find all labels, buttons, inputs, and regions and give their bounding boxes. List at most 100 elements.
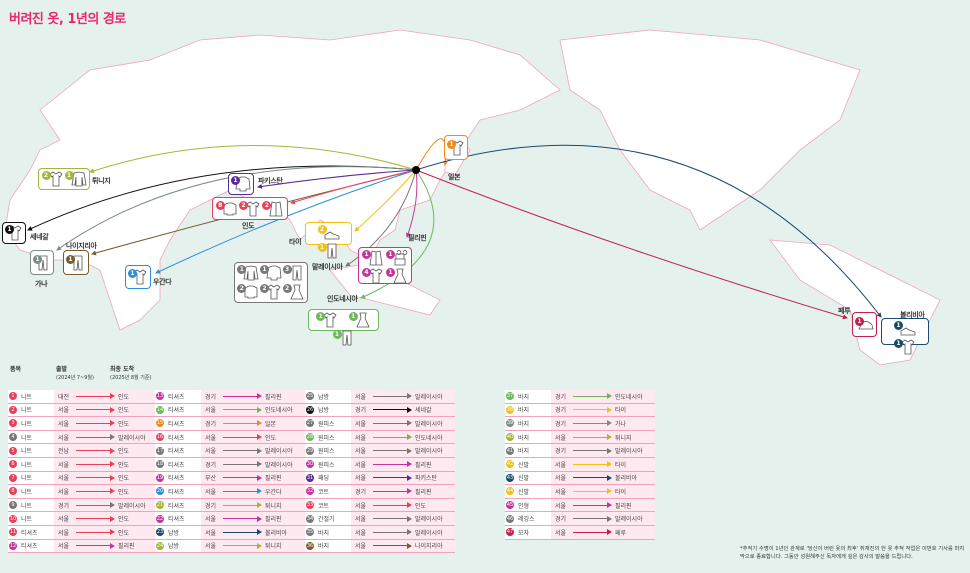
destination-label-thailand: 타이 bbox=[289, 238, 302, 246]
table-row: 25 남방 서울 말레이시아 bbox=[305, 390, 455, 404]
knit-icon bbox=[223, 202, 237, 215]
item-name: 신발 bbox=[518, 461, 530, 469]
table-row: 39 바지 경기 가나 bbox=[505, 417, 655, 431]
shoe-icon bbox=[324, 231, 339, 240]
count-badge: 8 bbox=[215, 200, 225, 210]
footnote: *추적기 수명이 1년인 관계로 '당신이 버린 옷의 최후' 취재진의 헌 옷… bbox=[740, 546, 965, 560]
north-america bbox=[559, 29, 861, 231]
pants-icon bbox=[73, 255, 83, 270]
arrow-icon bbox=[76, 447, 115, 454]
table-row: 15 티셔츠 경기 일본 bbox=[155, 417, 305, 431]
item-name: 티셔츠 bbox=[168, 475, 185, 483]
clothing-item: 1 bbox=[386, 267, 408, 285]
destination-country: 인도 bbox=[118, 475, 130, 483]
count-badge: 1 bbox=[231, 176, 240, 185]
arrow-icon bbox=[573, 393, 612, 400]
count-badge: 2 bbox=[237, 283, 247, 293]
clothing-item: 1 bbox=[231, 175, 251, 193]
destination-country: 가나 bbox=[615, 420, 627, 428]
route-philippines bbox=[405, 169, 418, 238]
padding-icon bbox=[266, 265, 282, 281]
destination-country: 인도 bbox=[118, 448, 130, 456]
table-row: 17 티셔츠 서울 말레이시아 bbox=[155, 444, 305, 458]
item-number: 45 bbox=[506, 501, 514, 510]
item-name: 티셔츠 bbox=[168, 488, 185, 496]
clothing-item: 1 bbox=[332, 329, 355, 347]
item-number: 1 bbox=[9, 392, 17, 401]
destination-country: 말레이시아 bbox=[118, 434, 146, 442]
item-number: 39 bbox=[506, 419, 514, 428]
destination-box-pakistan: 1 bbox=[228, 173, 254, 195]
route-bolivia bbox=[415, 144, 882, 318]
destination-label-pakistan: 파키스탄 bbox=[258, 177, 283, 185]
item-number: 42 bbox=[506, 460, 514, 469]
from-city: 서울 bbox=[58, 420, 70, 428]
destination-country: 타이 bbox=[615, 461, 627, 469]
arrow-icon bbox=[76, 502, 115, 509]
count-badge: 1 bbox=[362, 250, 371, 259]
item-name: 바지 bbox=[518, 434, 530, 442]
item-name: 신발 bbox=[518, 475, 530, 483]
destination-country: 페루 bbox=[615, 529, 627, 537]
clothing-item: 2 bbox=[282, 283, 305, 301]
from-city: 경기 bbox=[205, 502, 217, 510]
item-number: 18 bbox=[156, 460, 164, 469]
item-number: 26 bbox=[306, 405, 314, 414]
arrow-icon bbox=[76, 488, 115, 495]
destination-country: 인도 bbox=[118, 488, 130, 496]
table-row: 18 티셔츠 경기 말레이시아 bbox=[155, 457, 305, 472]
item-number: 43 bbox=[506, 473, 514, 482]
destination-country: 볼리비아 bbox=[615, 475, 638, 483]
arrow-icon bbox=[76, 542, 115, 549]
from-city: 경기 bbox=[58, 502, 70, 510]
table-column: 1 니트 대전 인도 2 니트 서울 인도 3 니트 서울 인도 4 니트 서울 말레이시아 5 니트 전남 인도 6 니… bbox=[8, 390, 158, 554]
destination-country: 세네갈 bbox=[415, 407, 432, 415]
destination-country: 인도 bbox=[265, 434, 277, 442]
from-city: 경기 bbox=[205, 420, 217, 428]
arrow-icon bbox=[223, 542, 262, 549]
destination-country: 타이 bbox=[615, 488, 627, 496]
from-city: 경기 bbox=[355, 407, 367, 415]
destination-country: 필리핀 bbox=[118, 543, 135, 551]
destination-country: 인도 bbox=[118, 461, 130, 469]
table-row: 38 바지 경기 타이 bbox=[505, 403, 655, 418]
destination-country: 인도 bbox=[118, 529, 130, 537]
table-row: 4 니트 서울 말레이시아 bbox=[8, 430, 158, 445]
item-number: 12 bbox=[9, 541, 17, 550]
destination-country: 타이 bbox=[615, 407, 627, 415]
table-row: 30 원피스 서울 필리핀 bbox=[305, 457, 455, 472]
from-city: 서울 bbox=[555, 475, 567, 483]
count-badge: 1 bbox=[447, 139, 456, 149]
destination-country: 우간다 bbox=[265, 488, 282, 496]
tshirt-icon bbox=[267, 284, 281, 300]
table-row: 21 티셔츠 경기 튀니지 bbox=[155, 498, 305, 513]
table-row: 22 티셔츠 서울 필리핀 bbox=[155, 512, 305, 526]
eurasia-africa bbox=[4, 29, 561, 331]
pants-icon bbox=[327, 243, 336, 259]
table-row: 41 바지 경기 말레이시아 bbox=[505, 444, 655, 458]
table-row: 33 코트 서울 인도 bbox=[305, 498, 455, 513]
table-row: 12 티셔츠 서울 필리핀 bbox=[8, 539, 158, 554]
arrow-icon bbox=[223, 393, 262, 400]
destination-country: 인도네시아 bbox=[615, 393, 643, 401]
destination-box-nigeria: 1 bbox=[63, 250, 89, 275]
from-city: 서울 bbox=[58, 461, 70, 469]
item-name: 티셔츠 bbox=[168, 407, 185, 415]
header-from: 출발 (2024년 7~9월) bbox=[56, 366, 94, 382]
tshirt-icon bbox=[369, 268, 383, 284]
table-row: 2 니트 서울 인도 bbox=[8, 403, 158, 418]
table-row: 35 바지 서울 말레이시아 bbox=[305, 525, 455, 540]
arrow-icon bbox=[223, 461, 262, 468]
count-badge: 1 bbox=[316, 312, 326, 321]
item-number: 23 bbox=[156, 528, 164, 537]
destination-country: 인도 bbox=[118, 516, 130, 524]
arrow-icon bbox=[223, 420, 262, 427]
destination-label-senegal: 세네갈 bbox=[30, 233, 49, 241]
from-city: 서울 bbox=[355, 448, 367, 456]
arrow-icon bbox=[373, 502, 412, 509]
arrow-icon bbox=[373, 420, 412, 427]
item-name: 바지 bbox=[518, 448, 530, 456]
clothing-item: 1 bbox=[447, 139, 465, 157]
table-row: 46 레깅스 경기 말레이시아 bbox=[505, 512, 655, 526]
item-name: 바지 bbox=[318, 529, 330, 537]
